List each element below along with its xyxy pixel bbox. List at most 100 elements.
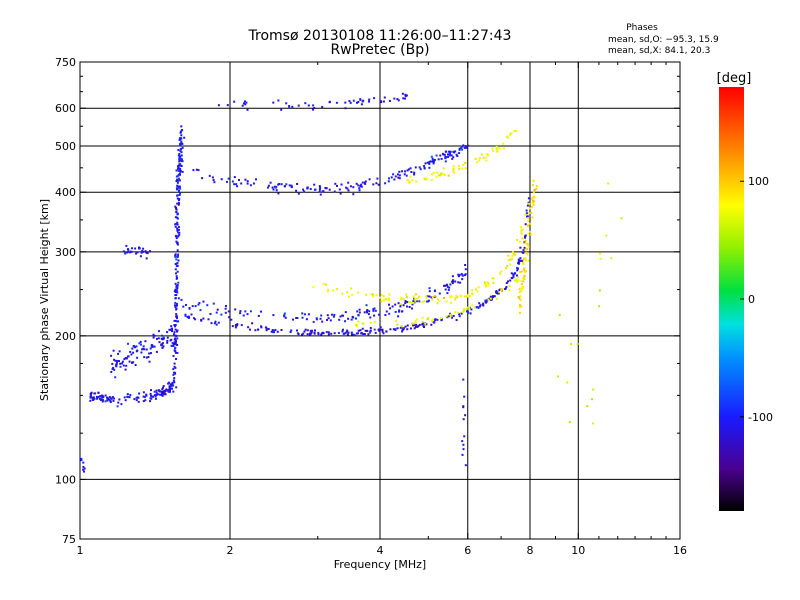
data-point <box>188 307 191 310</box>
data-point <box>390 176 393 179</box>
data-point <box>520 232 523 235</box>
data-point <box>493 295 496 298</box>
data-point <box>264 326 267 329</box>
data-point <box>179 144 182 147</box>
data-point <box>152 333 155 336</box>
data-point <box>176 223 179 226</box>
data-point <box>479 157 481 159</box>
data-point <box>465 146 468 149</box>
data-point <box>239 312 242 315</box>
x-axis-label: Frequency [MHz] <box>334 558 426 571</box>
data-point <box>458 165 460 167</box>
data-point <box>451 316 453 319</box>
data-point <box>301 316 304 319</box>
data-point <box>466 294 469 297</box>
data-point <box>161 394 164 397</box>
data-point <box>125 357 128 360</box>
data-point <box>403 298 406 301</box>
data-point <box>187 316 190 319</box>
data-point <box>313 188 316 191</box>
data-point <box>168 387 171 390</box>
data-point <box>82 465 85 468</box>
data-point <box>174 253 177 256</box>
data-point <box>431 318 434 321</box>
data-point <box>528 202 531 205</box>
data-point <box>528 222 531 225</box>
data-point <box>487 154 489 157</box>
data-point <box>522 258 525 261</box>
data-point <box>414 298 417 301</box>
data-point <box>177 154 180 157</box>
data-point <box>162 337 165 340</box>
data-point <box>344 101 347 104</box>
data-point <box>111 362 114 365</box>
data-point <box>280 108 283 111</box>
data-point <box>357 314 360 317</box>
data-point <box>487 284 490 287</box>
data-point <box>521 237 524 240</box>
data-point <box>452 150 455 153</box>
data-point <box>451 157 454 160</box>
data-point <box>514 253 517 256</box>
data-point <box>129 394 132 396</box>
data-point <box>217 321 220 324</box>
data-point <box>154 395 157 398</box>
data-point <box>327 290 329 293</box>
data-point <box>212 179 215 181</box>
data-point <box>145 394 148 397</box>
data-point <box>318 185 321 188</box>
data-point <box>478 302 481 305</box>
data-point <box>468 306 471 309</box>
data-point <box>307 313 310 316</box>
data-point <box>330 332 333 335</box>
data-point <box>436 298 439 301</box>
data-point <box>416 297 419 300</box>
colorbar-tick-label: 0 <box>748 293 755 306</box>
data-point <box>326 314 329 317</box>
data-point <box>519 259 522 262</box>
data-point <box>249 328 251 331</box>
data-point <box>233 176 236 179</box>
data-point <box>418 295 421 298</box>
data-point <box>177 203 180 206</box>
data-point <box>177 186 180 189</box>
data-point <box>335 288 338 291</box>
data-point <box>341 292 344 295</box>
data-point <box>470 308 473 311</box>
data-point <box>412 324 414 327</box>
data-point <box>394 310 397 313</box>
data-point <box>275 189 278 192</box>
data-point <box>236 185 239 188</box>
data-point <box>367 313 370 316</box>
data-point <box>201 177 204 180</box>
y-tick-label: 300 <box>55 246 76 259</box>
data-point <box>328 188 331 191</box>
data-point <box>148 352 151 355</box>
data-point <box>280 183 283 186</box>
data-point <box>518 291 521 293</box>
data-point <box>458 274 461 277</box>
data-point <box>518 262 521 265</box>
data-point <box>400 325 403 328</box>
data-point <box>174 254 177 257</box>
data-point <box>136 396 139 399</box>
data-point <box>398 309 401 312</box>
data-point <box>448 154 451 157</box>
data-point <box>174 350 177 353</box>
data-point <box>208 174 211 177</box>
data-point <box>176 330 178 333</box>
data-point <box>302 332 305 335</box>
data-point <box>179 138 182 141</box>
data-point <box>419 168 422 171</box>
data-point <box>467 311 470 314</box>
data-point <box>177 235 180 238</box>
data-point <box>107 397 110 400</box>
data-point <box>418 166 421 169</box>
data-point <box>179 131 182 134</box>
data-point <box>392 328 395 331</box>
data-point <box>535 188 538 190</box>
data-point <box>526 253 529 256</box>
data-point <box>516 280 518 283</box>
data-point <box>171 381 174 384</box>
